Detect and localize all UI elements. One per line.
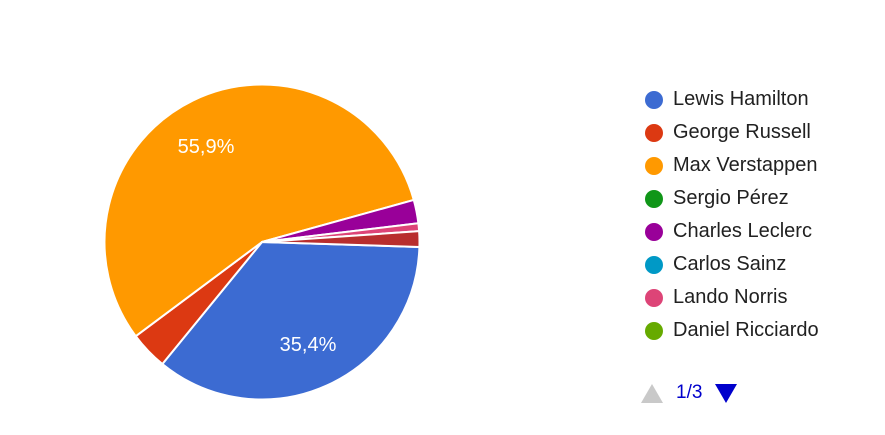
legend-item: Lewis Hamilton	[645, 83, 819, 116]
legend-prev-page-button[interactable]	[641, 383, 663, 403]
legend-swatch	[645, 321, 663, 340]
legend-swatch	[645, 156, 663, 175]
pie-slice[interactable]	[261, 230, 421, 248]
legend-item-label: Charles Leclerc	[673, 220, 812, 242]
legend-page-indicator: 1/3	[676, 382, 703, 403]
legend-swatch	[645, 123, 663, 142]
legend-item: Max Verstappen	[645, 149, 819, 182]
legend-item: Charles Leclerc	[645, 215, 819, 248]
pie-slice-label: 35,4%	[280, 334, 337, 356]
legend-item-label: Carlos Sainz	[673, 253, 787, 275]
legend-item: George Russell	[645, 116, 819, 149]
pie-slice[interactable]	[103, 83, 415, 338]
legend-swatch	[645, 189, 663, 208]
legend-next-page-button[interactable]	[715, 383, 738, 403]
legend-item: Sergio Pérez	[645, 182, 819, 215]
legend-item-label: Lando Norris	[673, 286, 788, 308]
pie-chart: 35,4% 55,9%	[103, 83, 421, 401]
legend-item-label: George Russell	[673, 121, 811, 143]
legend-swatch	[645, 255, 663, 274]
pie-slice-label: 55,9%	[178, 136, 235, 158]
legend-item-label: Lewis Hamilton	[673, 88, 809, 110]
legend-item: Daniel Ricciardo	[645, 314, 819, 347]
legend-pagination: 1/3	[641, 382, 738, 404]
legend-item: Carlos Sainz	[645, 248, 819, 281]
legend-swatch	[645, 288, 663, 307]
legend-item-label: Max Verstappen	[673, 154, 818, 176]
legend-item: Lando Norris	[645, 281, 819, 314]
legend-swatch	[645, 222, 663, 241]
legend-item-label: Sergio Pérez	[673, 187, 789, 209]
legend-swatch	[645, 90, 663, 109]
pie-slice[interactable]	[161, 241, 421, 401]
legend-item-label: Daniel Ricciardo	[673, 319, 819, 341]
chart-legend: Lewis Hamilton George Russell Max Verstapp…	[645, 83, 819, 347]
